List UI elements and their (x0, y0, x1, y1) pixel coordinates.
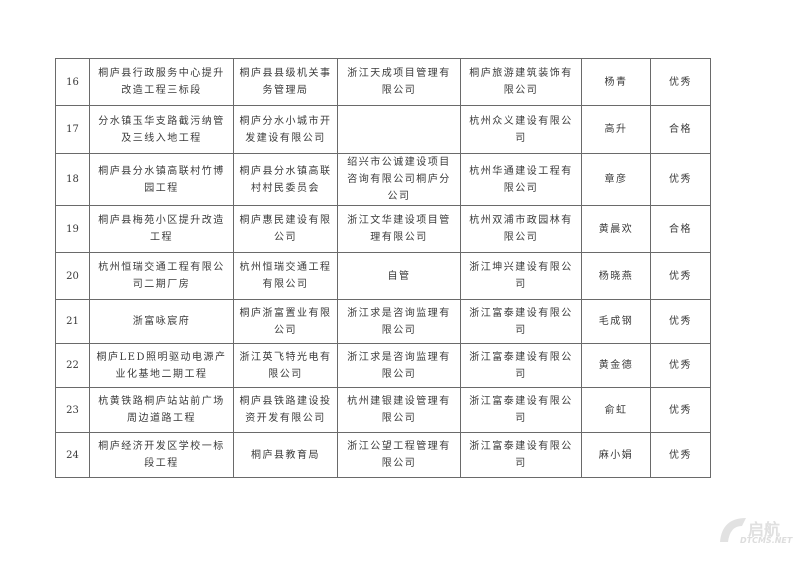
cell-rating: 优秀 (650, 153, 711, 206)
cell-builder: 桐庐浙富置业有限公司 (233, 299, 338, 344)
table-row: 20 杭州恒瑞交通工程有限公司二期厂房 杭州恒瑞交通工程有限公司 自管 浙江坤兴建设有限… (55, 252, 711, 300)
cell-project: 分水镇玉华支路截污纳管及三线入地工程 (89, 105, 234, 154)
cell-project: 杭黄铁路桐庐站站前广场周边道路工程 (89, 387, 234, 433)
cell-no: 23 (55, 387, 90, 433)
cell-rating: 优秀 (650, 432, 711, 478)
cell-no: 21 (55, 299, 90, 344)
watermark-en: DTCMS.NET (740, 536, 793, 545)
cell-manager: 毛成钢 (581, 299, 651, 344)
cell-contractor: 浙江富泰建设有限公司 (460, 387, 582, 433)
cell-no: 19 (55, 205, 90, 253)
table-row: 17 分水镇玉华支路截污纳管及三线入地工程 桐庐分水小城市开发建设有限公司 杭州众义建… (55, 105, 711, 154)
project-table: 16 桐庐县行政服务中心提升改造工程三标段 桐庐县县级机关事务管理局 浙江天成项目管理… (55, 58, 711, 478)
cell-rating: 优秀 (650, 58, 711, 106)
cell-contractor: 杭州众义建设有限公司 (460, 105, 582, 154)
cell-supervisor: 浙江求是咨询监理有限公司 (337, 343, 461, 388)
cell-contractor: 浙江富泰建设有限公司 (460, 299, 582, 344)
cell-no: 24 (55, 432, 90, 478)
cell-manager: 俞虹 (581, 387, 651, 433)
cell-rating: 合格 (650, 205, 711, 253)
cell-manager: 麻小娟 (581, 432, 651, 478)
cell-project: 桐庐县梅苑小区提升改造工程 (89, 205, 234, 253)
cell-builder: 桐庐惠民建设有限公司 (233, 205, 338, 253)
table-row: 21 浙富咏宸府 桐庐浙富置业有限公司 浙江求是咨询监理有限公司 浙江富泰建设有限公司毛… (55, 299, 711, 344)
cell-project: 浙富咏宸府 (89, 299, 234, 344)
cell-manager: 杨青 (581, 58, 651, 106)
cell-contractor: 浙江富泰建设有限公司 (460, 343, 582, 388)
cell-rating: 优秀 (650, 299, 711, 344)
cell-supervisor: 绍兴市公诚建设项目咨询有限公司桐庐分公司 (337, 153, 461, 206)
cell-rating: 优秀 (650, 252, 711, 300)
cell-project: 杭州恒瑞交通工程有限公司二期厂房 (89, 252, 234, 300)
cell-builder: 桐庐县铁路建设投资开发有限公司 (233, 387, 338, 433)
cell-no: 18 (55, 153, 90, 206)
table-row: 22 桐庐LED照明驱动电源产业化基地二期工程 浙江英飞特光电有限公司 浙江求是咨询监… (55, 343, 711, 388)
cell-no: 16 (55, 58, 90, 106)
cell-no: 22 (55, 343, 90, 388)
cell-contractor: 浙江富泰建设有限公司 (460, 432, 582, 478)
cell-builder: 桐庐县教育局 (233, 432, 338, 478)
cell-builder: 桐庐分水小城市开发建设有限公司 (233, 105, 338, 154)
cell-project: 桐庐经济开发区学校一标段工程 (89, 432, 234, 478)
cell-project: 桐庐县行政服务中心提升改造工程三标段 (89, 58, 234, 106)
cell-no: 17 (55, 105, 90, 154)
watermark-logo: 启航 DTCMS.NET (716, 512, 796, 552)
cell-supervisor: 浙江天成项目管理有限公司 (337, 58, 461, 106)
cell-rating: 合格 (650, 105, 711, 154)
cell-manager: 黄金德 (581, 343, 651, 388)
cell-manager: 杨晓燕 (581, 252, 651, 300)
cell-builder: 浙江英飞特光电有限公司 (233, 343, 338, 388)
cell-manager: 章彦 (581, 153, 651, 206)
cell-contractor: 桐庐旅游建筑装饰有限公司 (460, 58, 582, 106)
cell-supervisor: 自管 (337, 252, 461, 300)
cell-manager: 高升 (581, 105, 651, 154)
cell-rating: 优秀 (650, 387, 711, 433)
cell-project: 桐庐县分水镇高联村竹博园工程 (89, 153, 234, 206)
cell-builder: 桐庐县县级机关事务管理局 (233, 58, 338, 106)
cell-supervisor: 浙江求是咨询监理有限公司 (337, 299, 461, 344)
cell-supervisor: 浙江公望工程管理有限公司 (337, 432, 461, 478)
cell-contractor: 杭州双浦市政园林有限公司 (460, 205, 582, 253)
cell-rating: 优秀 (650, 343, 711, 388)
cell-builder: 杭州恒瑞交通工程有限公司 (233, 252, 338, 300)
table-row: 19 桐庐县梅苑小区提升改造工程 桐庐惠民建设有限公司 浙江文华建设项目管理有限公司杭… (55, 205, 711, 253)
cell-supervisor (337, 105, 461, 154)
cell-supervisor: 浙江文华建设项目管理有限公司 (337, 205, 461, 253)
table-row: 24 桐庐经济开发区学校一标段工程 桐庐县教育局 浙江公望工程管理有限公司 浙江富泰建设… (55, 432, 711, 478)
cell-no: 20 (55, 252, 90, 300)
watermark-cn: 启航 (748, 520, 781, 539)
cell-contractor: 杭州华通建设工程有限公司 (460, 153, 582, 206)
table-row: 23 杭黄铁路桐庐站站前广场周边道路工程 桐庐县铁路建设投资开发有限公司 杭州建银建设… (55, 387, 711, 433)
table-row: 16 桐庐县行政服务中心提升改造工程三标段 桐庐县县级机关事务管理局 浙江天成项目管理… (55, 58, 711, 106)
cell-contractor: 浙江坤兴建设有限公司 (460, 252, 582, 300)
logo-swoosh-icon (720, 518, 746, 542)
cell-builder: 桐庐县分水镇高联村村民委员会 (233, 153, 338, 206)
cell-supervisor: 杭州建银建设管理有限公司 (337, 387, 461, 433)
table-row: 18 桐庐县分水镇高联村竹博园工程 桐庐县分水镇高联村村民委员会 绍兴市公诚建设项目咨… (55, 153, 711, 206)
cell-project: 桐庐LED照明驱动电源产业化基地二期工程 (89, 343, 234, 388)
cell-manager: 黄晨欢 (581, 205, 651, 253)
